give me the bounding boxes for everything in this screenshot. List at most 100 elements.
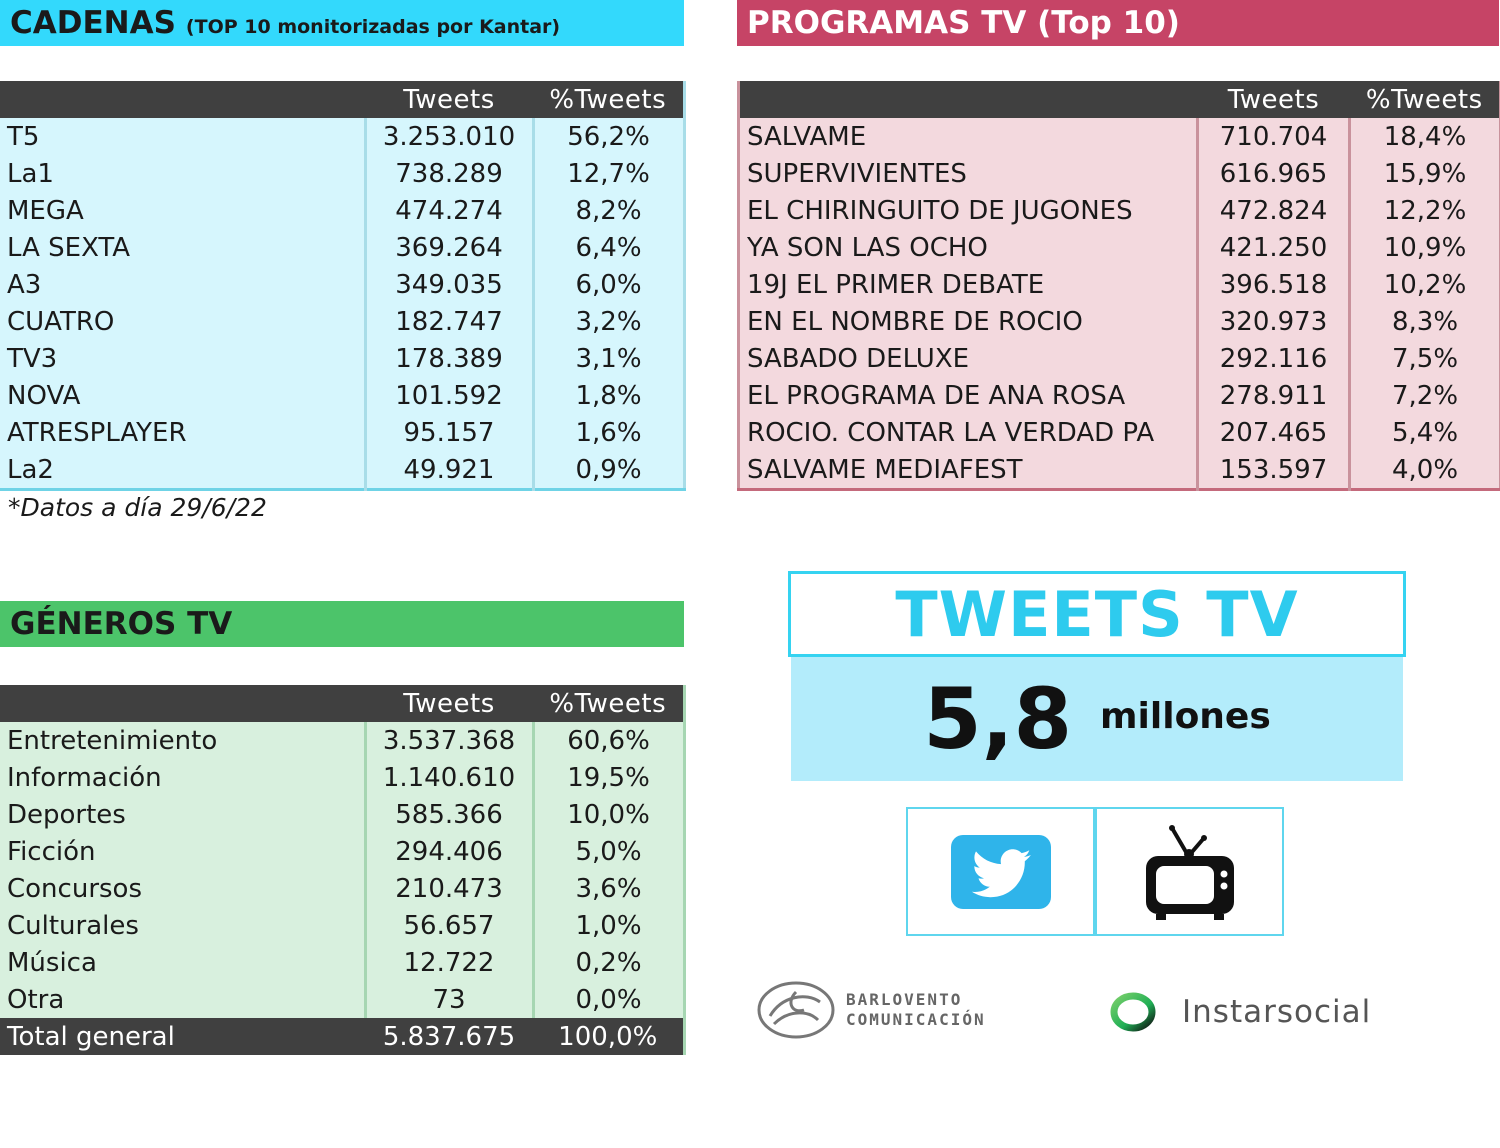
tweets-tv-panel: 5,8 millones: [791, 657, 1403, 781]
cadenas-subtitle: (TOP 10 monitorizadas por Kantar): [185, 16, 561, 38]
table-row: MEGA 474.274 8,2%: [0, 192, 684, 229]
barlovento-logo: BARLOVENTO COMUNICACIÓN: [756, 980, 986, 1040]
header-cell: %Tweets: [533, 685, 684, 722]
table-row: EL CHIRINGUITO DE JUGONES 472.824 12,2%: [738, 192, 1500, 229]
table-row: EN EL NOMBRE DE ROCIO 320.973 8,3%: [738, 303, 1500, 340]
row-label: EN EL NOMBRE DE ROCIO: [738, 303, 1199, 340]
row-label: SUPERVIVIENTES: [738, 155, 1199, 192]
table-row: Concursos 210.473 3,6%: [0, 870, 684, 907]
table-row: ROCIO. CONTAR LA VERDAD PA 207.465 5,4%: [738, 414, 1500, 451]
row-percent: 8,3%: [1349, 303, 1500, 340]
row-tweets: 56.657: [365, 907, 535, 944]
row-label: Entretenimiento: [0, 722, 367, 759]
row-tweets: 278.911: [1197, 377, 1351, 414]
row-label: SALVAME MEDIAFEST: [738, 451, 1199, 490]
row-percent: 1,0%: [533, 907, 684, 944]
row-percent: 60,6%: [533, 722, 684, 759]
row-label: Música: [0, 944, 367, 981]
cadenas-table: Tweets %Tweets T5 3.253.010 56,2% La1 738.2…: [0, 81, 686, 491]
row-tweets: 369.264: [365, 229, 535, 266]
row-label: LA SEXTA: [0, 229, 367, 266]
row-percent: 10,2%: [1349, 266, 1500, 303]
total-row: Total general 5.837.675 100,0%: [0, 1018, 684, 1055]
row-tweets: 1.140.610: [365, 759, 535, 796]
table-row: Entretenimiento 3.537.368 60,6%: [0, 722, 684, 759]
row-percent: 4,0%: [1349, 451, 1500, 490]
table-header-row: Tweets %Tweets: [0, 685, 684, 722]
row-label: A3: [0, 266, 367, 303]
row-percent: 1,8%: [533, 377, 684, 414]
row-percent: 0,2%: [533, 944, 684, 981]
row-label: Concursos: [0, 870, 367, 907]
row-percent: 1,6%: [533, 414, 684, 451]
row-label: NOVA: [0, 377, 367, 414]
table-row: EL PROGRAMA DE ANA ROSA 278.911 7,2%: [738, 377, 1500, 414]
row-tweets: 421.250: [1197, 229, 1351, 266]
row-percent: 10,9%: [1349, 229, 1500, 266]
row-tweets: 738.289: [365, 155, 535, 192]
row-tweets: 294.406: [365, 833, 535, 870]
table-row: SUPERVIVIENTES 616.965 15,9%: [738, 155, 1500, 192]
row-label: TV3: [0, 340, 367, 377]
table-header-row: Tweets %Tweets: [738, 81, 1500, 118]
header-cell: [0, 685, 365, 722]
row-tweets: 292.116: [1197, 340, 1351, 377]
table-row: La1 738.289 12,7%: [0, 155, 684, 192]
row-tweets: 207.465: [1197, 414, 1351, 451]
table-row: Ficción 294.406 5,0%: [0, 833, 684, 870]
row-label: La2: [0, 451, 367, 490]
table-row: NOVA 101.592 1,8%: [0, 377, 684, 414]
twitter-icon: [950, 834, 1051, 909]
tv-icon: [1145, 824, 1234, 920]
row-label: T5: [0, 118, 367, 155]
row-tweets: 474.274: [365, 192, 535, 229]
row-tweets: 3.537.368: [365, 722, 535, 759]
row-tweets: 178.389: [365, 340, 535, 377]
row-tweets: 210.473: [365, 870, 535, 907]
row-percent: 10,0%: [533, 796, 684, 833]
row-label: SABADO DELUXE: [738, 340, 1199, 377]
programas-title: PROGRAMAS TV (Top 10): [747, 5, 1180, 41]
table-row: TV3 178.389 3,1%: [0, 340, 684, 377]
row-percent: 6,4%: [533, 229, 684, 266]
table-row: Información 1.140.610 19,5%: [0, 759, 684, 796]
header-cell: Tweets: [365, 685, 533, 722]
row-tweets: 710.704: [1197, 118, 1351, 155]
row-label: CUATRO: [0, 303, 367, 340]
tv-icon-box: [1095, 807, 1284, 936]
row-percent: 3,1%: [533, 340, 684, 377]
header-cell: [0, 81, 365, 118]
row-tweets: 396.518: [1197, 266, 1351, 303]
row-percent: 0,0%: [533, 981, 684, 1018]
table-row: Música 12.722 0,2%: [0, 944, 684, 981]
row-tweets: 616.965: [1197, 155, 1351, 192]
row-label: SALVAME: [738, 118, 1199, 155]
tweets-tv-title: TWEETS TV: [895, 577, 1299, 651]
table-row: SALVAME MEDIAFEST 153.597 4,0%: [738, 451, 1500, 490]
cadenas-title: CADENAS: [10, 5, 176, 41]
total-tweets: 5.837.675: [365, 1018, 533, 1055]
row-label: Ficción: [0, 833, 367, 870]
row-label: Deportes: [0, 796, 367, 833]
data-date-note: *Datos a día 29/6/22: [8, 493, 267, 522]
table-row: 19J EL PRIMER DEBATE 396.518 10,2%: [738, 266, 1500, 303]
row-tweets: 73: [365, 981, 535, 1018]
header-cell: Tweets: [1197, 81, 1350, 118]
row-percent: 7,5%: [1349, 340, 1500, 377]
table-row: Otra 73 0,0%: [0, 981, 684, 1018]
table-row: LA SEXTA 369.264 6,4%: [0, 229, 684, 266]
row-percent: 0,9%: [533, 451, 684, 490]
barlovento-line2: COMUNICACIÓN: [846, 1010, 986, 1029]
programas-banner: PROGRAMAS TV (Top 10): [737, 0, 1499, 46]
tweets-tv-header: TWEETS TV: [788, 571, 1406, 657]
row-tweets: 349.035: [365, 266, 535, 303]
row-label: ATRESPLAYER: [0, 414, 367, 451]
header-cell: Tweets: [365, 81, 533, 118]
row-percent: 6,0%: [533, 266, 684, 303]
row-tweets: 585.366: [365, 796, 535, 833]
row-percent: 12,2%: [1349, 192, 1500, 229]
table-row: ATRESPLAYER 95.157 1,6%: [0, 414, 684, 451]
row-percent: 3,6%: [533, 870, 684, 907]
barlovento-line1: BARLOVENTO: [846, 990, 963, 1009]
row-tweets: 3.253.010: [365, 118, 535, 155]
